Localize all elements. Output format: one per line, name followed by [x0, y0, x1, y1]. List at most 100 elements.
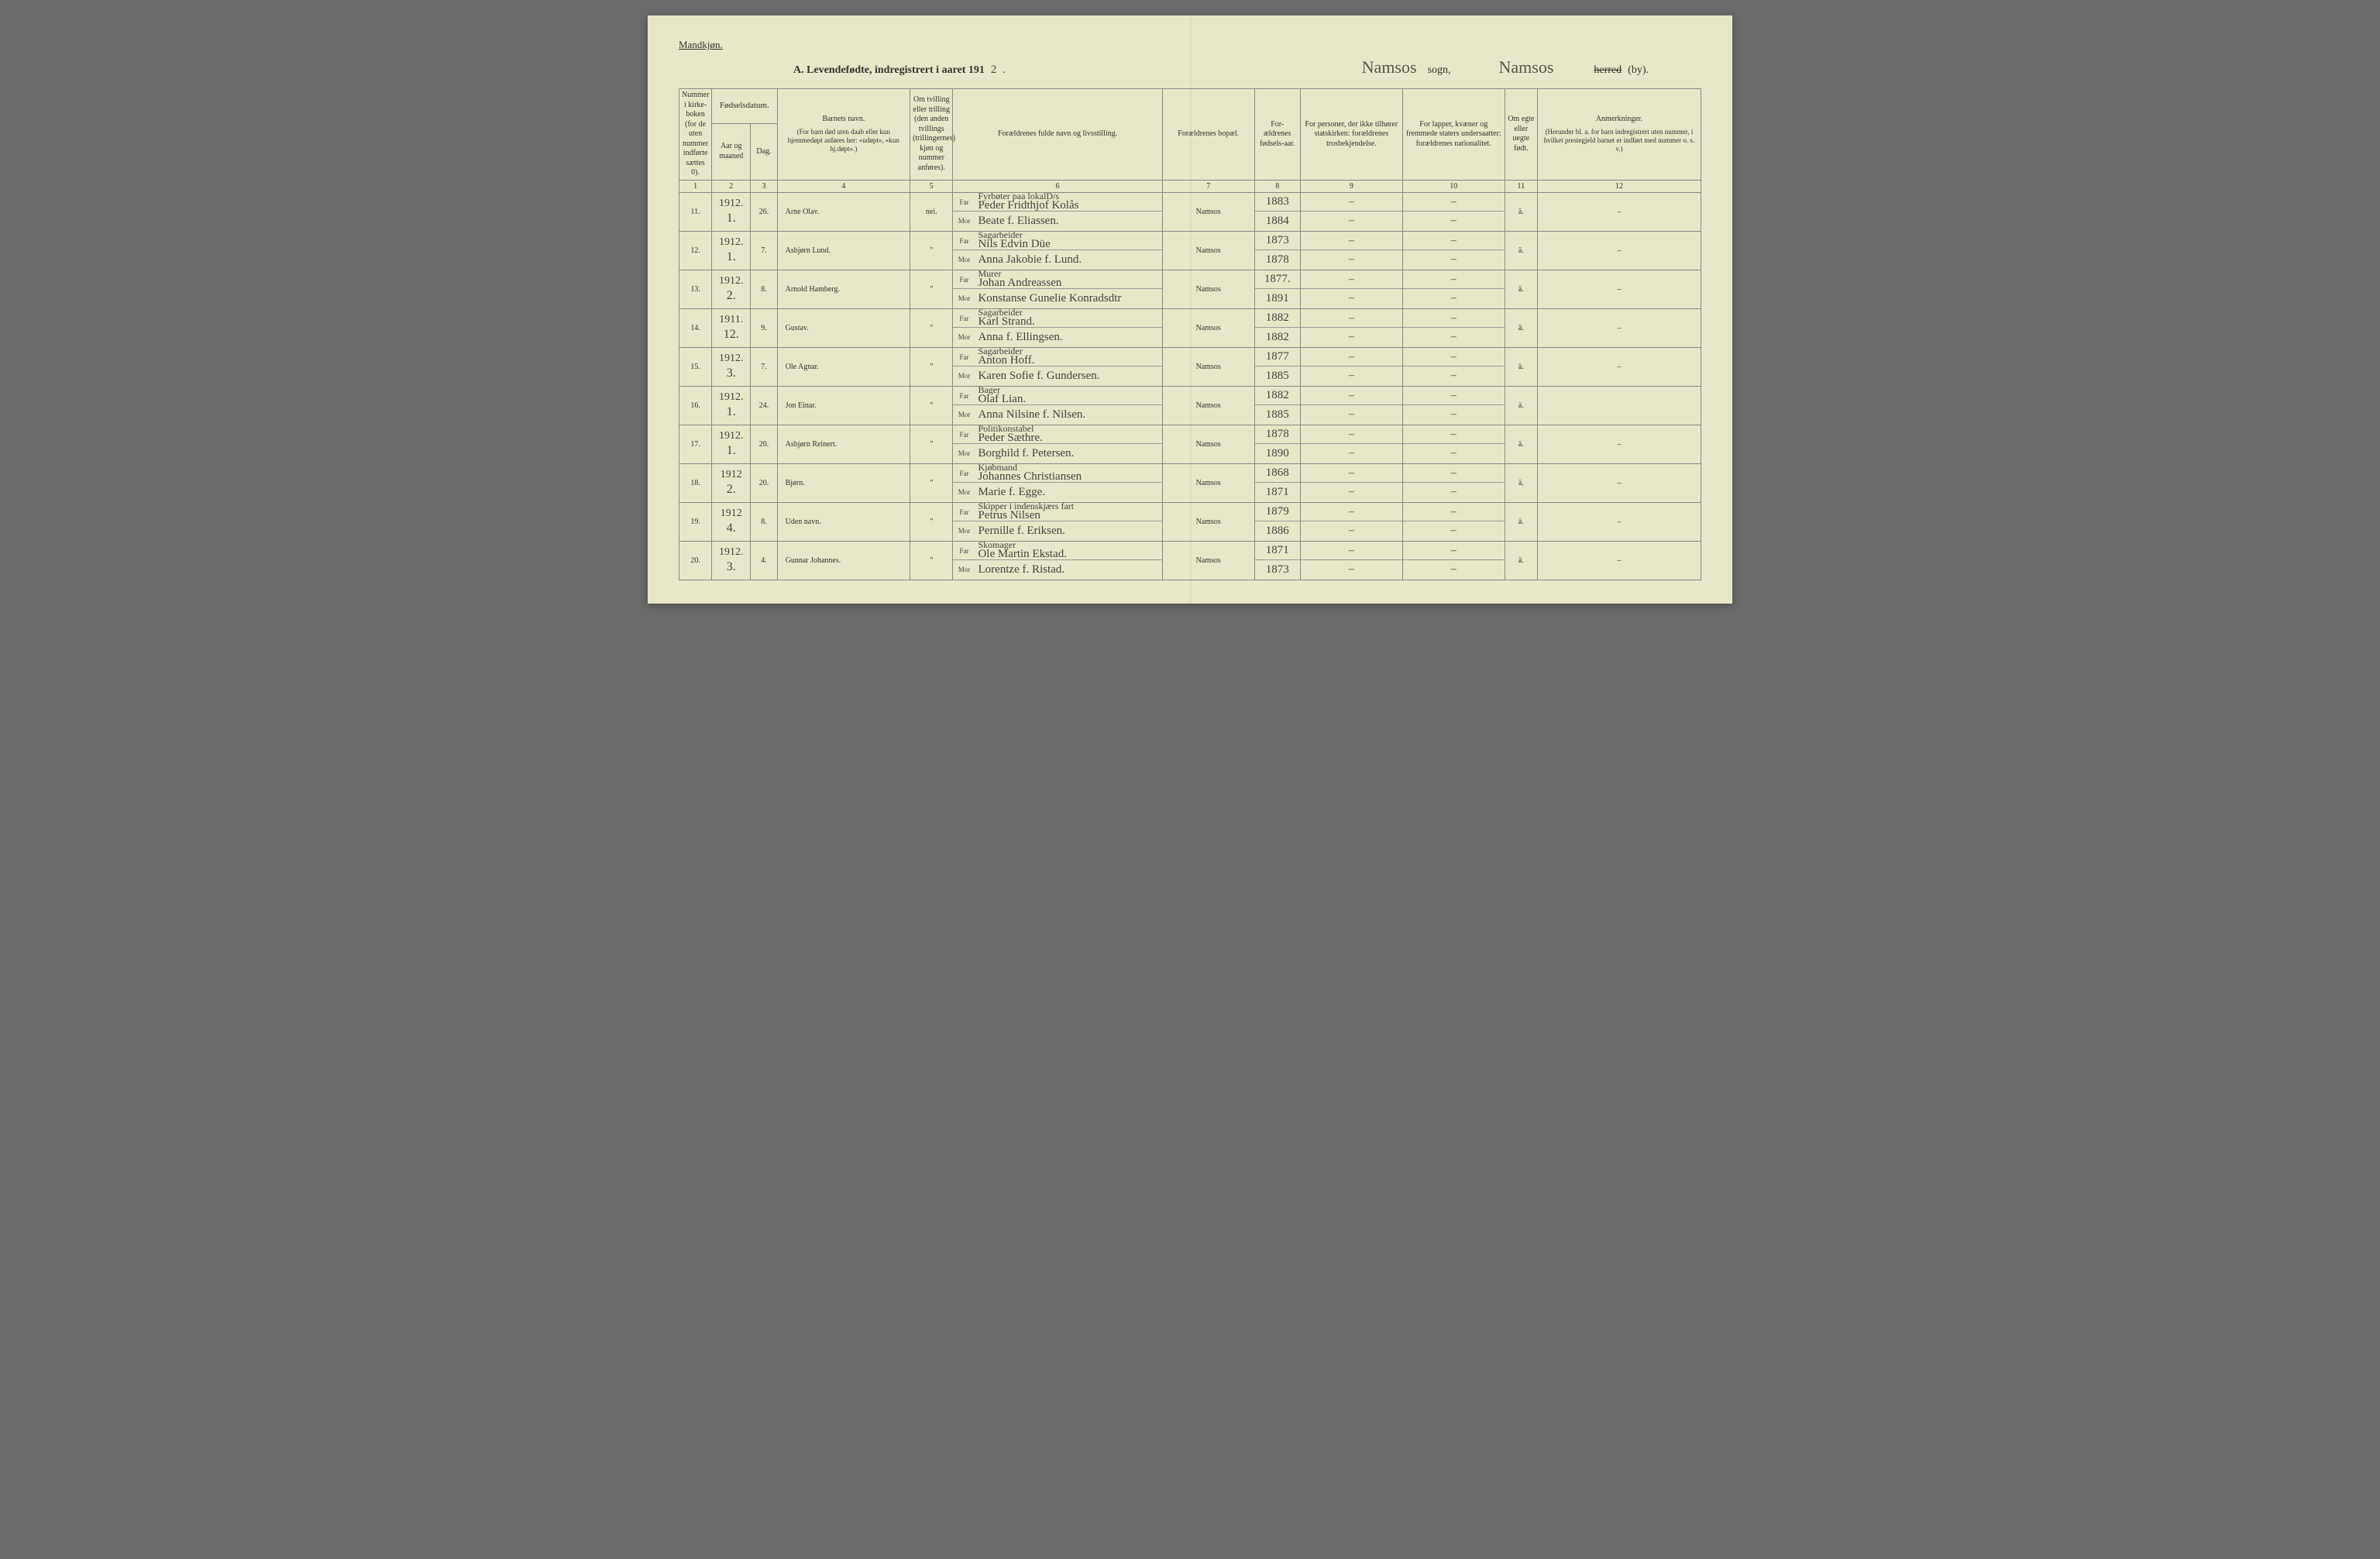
- residence: Namsos: [1162, 192, 1254, 231]
- entry-year-month: 19122.: [712, 463, 751, 502]
- far-label: Far: [953, 198, 975, 206]
- col-header-2: Aar og maaned: [712, 124, 751, 180]
- table-row: 17. 1912.1. 20. Asbjørn Reinert. " Far P…: [679, 425, 1701, 463]
- legitimacy: ä.: [1505, 502, 1537, 541]
- mor-label: Mor: [953, 372, 975, 380]
- col4-sub: (For barn død uten daab eller kun hjemme…: [780, 128, 907, 154]
- residence: Namsos: [1162, 231, 1254, 270]
- entry-year-month: 1912.1.: [712, 425, 751, 463]
- col-header-1: Nummer i kirke-boken (for de uten nummer…: [679, 89, 712, 181]
- far-label: Far: [953, 353, 975, 361]
- far-label: Far: [953, 508, 975, 516]
- mor-label: Mor: [953, 488, 975, 496]
- sogn-label: sogn,: [1428, 64, 1451, 77]
- table-head: Nummer i kirke-boken (for de uten nummer…: [679, 89, 1701, 193]
- child-name: Bjørn.: [777, 463, 910, 502]
- table-row: 11. 1912.1. 26. Arne Olav. nei. Far Fyrb…: [679, 192, 1701, 231]
- col12-title: Anmerkninger.: [1540, 115, 1698, 125]
- remarks: –: [1537, 347, 1701, 386]
- entry-number: 12.: [679, 231, 712, 270]
- mother-year: 1885: [1255, 367, 1300, 385]
- father-year: 1877: [1255, 348, 1300, 367]
- colnum: 3: [751, 180, 777, 192]
- herred-strike: herred: [1594, 64, 1622, 77]
- parent-years: 1871 1873: [1254, 541, 1300, 580]
- col-header-11: Om egte eller uegte født.: [1505, 89, 1537, 181]
- table-body: 11. 1912.1. 26. Arne Olav. nei. Far Fyrb…: [679, 192, 1701, 580]
- mother-year: 1882: [1255, 328, 1300, 346]
- legitimacy: ä.: [1505, 270, 1537, 308]
- table-row: 19. 19124. 8. Uden navn. " Far Skipper i…: [679, 502, 1701, 541]
- twin-cell: nei.: [910, 192, 953, 231]
- col-header-3: Dag.: [751, 124, 777, 180]
- nationality-cell: – –: [1402, 463, 1505, 502]
- parents-cell: Far KjøbmandJohannes Christiansen Mor Ma…: [953, 463, 1162, 502]
- father-year: 1871: [1255, 542, 1300, 560]
- colnum: 7: [1162, 180, 1254, 192]
- residence: Namsos: [1162, 347, 1254, 386]
- mother-name: Karen Sofie f. Gundersen.: [975, 370, 1161, 382]
- parent-years: 1877 1885: [1254, 347, 1300, 386]
- child-name: Ole Agnar.: [777, 347, 910, 386]
- entry-day: 7.: [751, 347, 777, 386]
- mother-name: Marie f. Egge.: [975, 487, 1161, 498]
- mother-name: Konstanse Gunelie Konradsdtr: [975, 293, 1161, 305]
- entry-day: 20.: [751, 425, 777, 463]
- entry-number: 13.: [679, 270, 712, 308]
- remarks: –: [1537, 425, 1701, 463]
- col-header-9: For personer, der ikke tilhører statskir…: [1300, 89, 1402, 181]
- entry-year-month: 1912.2.: [712, 270, 751, 308]
- residence: Namsos: [1162, 308, 1254, 347]
- nationality-cell: – –: [1402, 347, 1505, 386]
- father-name: KjøbmandJohannes Christiansen: [975, 463, 1161, 484]
- nationality-cell: – –: [1402, 308, 1505, 347]
- col-header-8: For-ældrenes fødsels-aar.: [1254, 89, 1300, 181]
- father-year: 1879: [1255, 503, 1300, 521]
- remarks: [1537, 386, 1701, 425]
- father-name: SagarbeiderAnton Hoff.: [975, 347, 1161, 367]
- mother-name: Anna Nilsine f. Nilsen.: [975, 409, 1161, 421]
- colnum: 8: [1254, 180, 1300, 192]
- nationality-cell: – –: [1402, 502, 1505, 541]
- header-line: A. Levendefødte, indregistrert i aaret 1…: [679, 57, 1701, 77]
- entry-number: 11.: [679, 192, 712, 231]
- mor-label: Mor: [953, 527, 975, 535]
- entry-number: 17.: [679, 425, 712, 463]
- child-name: Gustav.: [777, 308, 910, 347]
- mor-label: Mor: [953, 256, 975, 263]
- entry-year-month: 1911.12.: [712, 308, 751, 347]
- entry-day: 8.: [751, 502, 777, 541]
- child-name: Jon Einar.: [777, 386, 910, 425]
- col-header-6: Forældrenes fulde navn og livsstilling.: [953, 89, 1162, 181]
- father-name: Skipper i indenskjærs fartPetrus Nilsen: [975, 502, 1161, 522]
- parent-years: 1882 1885: [1254, 386, 1300, 425]
- table-row: 15. 1912.3. 7. Ole Agnar. " Far Sagarbei…: [679, 347, 1701, 386]
- parent-years: 1877. 1891: [1254, 270, 1300, 308]
- title-prefix: A. Levendefødte, indregistrert i aaret 1…: [793, 64, 985, 77]
- religion-cell: – –: [1300, 386, 1402, 425]
- col12-sub: (Herunder bl. a. for barn indregistrert …: [1540, 128, 1698, 154]
- legitimacy: ä.: [1505, 308, 1537, 347]
- table-row: 20. 1912.3. 4. Gunnar Johannes. " Far Sk…: [679, 541, 1701, 580]
- entry-number: 19.: [679, 502, 712, 541]
- col-header-10: For lapper, kvæner og fremmede staters u…: [1402, 89, 1505, 181]
- entry-year-month: 1912.1.: [712, 192, 751, 231]
- parents-cell: Far MurerJohan Andreassen Mor Konstanse …: [953, 270, 1162, 308]
- mor-label: Mor: [953, 333, 975, 341]
- far-label: Far: [953, 470, 975, 477]
- parent-years: 1873 1878: [1254, 231, 1300, 270]
- sogn-value: Namsos: [1357, 57, 1422, 77]
- religion-cell: – –: [1300, 231, 1402, 270]
- far-label: Far: [953, 237, 975, 245]
- col-header-date-group: Fødselsdatum.: [712, 89, 777, 124]
- mor-label: Mor: [953, 566, 975, 573]
- far-label: Far: [953, 315, 975, 322]
- religion-cell: – –: [1300, 270, 1402, 308]
- mother-name: Pernille f. Eriksen.: [975, 525, 1161, 537]
- legitimacy: ä.: [1505, 463, 1537, 502]
- father-year: 1878: [1255, 425, 1300, 444]
- residence: Namsos: [1162, 425, 1254, 463]
- entry-year-month: 1912.3.: [712, 541, 751, 580]
- colnum: 6: [953, 180, 1162, 192]
- entry-year-month: 1912.3.: [712, 347, 751, 386]
